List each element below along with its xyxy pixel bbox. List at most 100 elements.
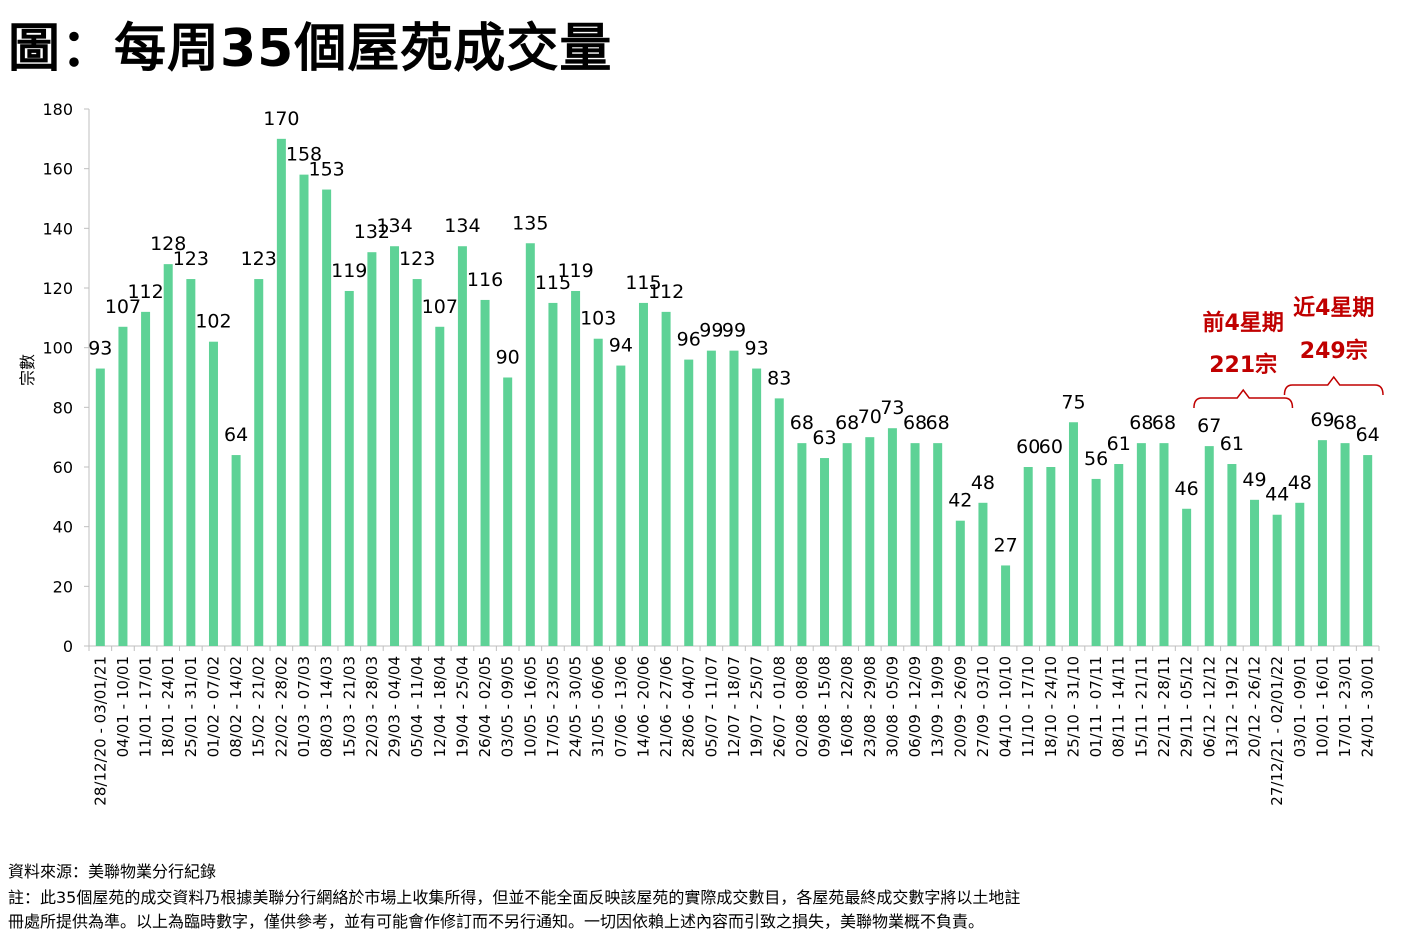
x-tick-label: 05/04 - 11/04 xyxy=(408,656,426,757)
bar xyxy=(118,326,128,646)
data-label: 68 xyxy=(1333,412,1357,434)
data-label: 112 xyxy=(127,281,163,303)
bar xyxy=(1068,422,1078,646)
data-label: 68 xyxy=(903,412,927,434)
data-label: 170 xyxy=(263,108,299,130)
data-label: 75 xyxy=(1061,391,1085,413)
bar xyxy=(435,326,445,646)
x-tick-label: 08/11 - 14/11 xyxy=(1110,656,1128,757)
bar xyxy=(367,252,377,646)
bars xyxy=(95,138,1373,647)
annotation-period-label: 近4星期 xyxy=(1293,295,1374,321)
y-tick-label: 100 xyxy=(42,339,73,358)
x-tick-label: 12/04 - 18/04 xyxy=(431,656,449,757)
x-tick-label: 21/06 - 27/06 xyxy=(657,656,675,757)
x-tick-label: 03/05 - 09/05 xyxy=(499,656,517,757)
x-tick-label: 04/10 - 10/10 xyxy=(997,656,1015,757)
data-label: 44 xyxy=(1265,484,1289,506)
y-tick-label: 80 xyxy=(53,398,73,417)
bar xyxy=(955,520,965,646)
bar xyxy=(820,458,830,646)
x-tick-label: 04/01 - 10/01 xyxy=(114,656,132,757)
x-tick-label: 01/11 - 07/11 xyxy=(1087,656,1105,757)
bar xyxy=(186,279,196,646)
annotation-brace xyxy=(1193,388,1294,409)
x-tick-label: 08/02 - 14/02 xyxy=(227,656,245,757)
bar xyxy=(887,428,897,646)
x-tick-label: 18/10 - 24/10 xyxy=(1042,656,1060,757)
y-tick-label: 0 xyxy=(63,637,73,656)
x-tick-label: 08/03 - 14/03 xyxy=(318,656,336,757)
bar xyxy=(548,302,558,646)
x-tick-label: 11/01 - 17/01 xyxy=(137,656,155,757)
x-tick-label: 20/09 - 26/09 xyxy=(951,656,969,757)
x-tick-label: 13/12 - 19/12 xyxy=(1223,656,1241,757)
bar xyxy=(412,279,422,646)
bar xyxy=(503,377,513,646)
data-label: 68 xyxy=(926,412,950,434)
data-label: 49 xyxy=(1242,469,1266,491)
data-label: 99 xyxy=(699,320,723,342)
data-label: 56 xyxy=(1084,448,1108,470)
bar xyxy=(865,437,875,646)
x-tick-label: 06/09 - 12/09 xyxy=(906,656,924,757)
x-tick-label: 25/01 - 31/01 xyxy=(182,656,200,757)
x-tick-labels: 28/12/20 - 03/01/21 04/01 - 10/01 11/01 - … xyxy=(91,656,1376,806)
data-label: 68 xyxy=(1152,412,1176,434)
bar xyxy=(638,302,648,646)
bar xyxy=(842,443,852,646)
x-tick-label: 15/11 - 21/11 xyxy=(1132,656,1150,757)
x-tick-label: 07/06 - 13/06 xyxy=(612,656,630,757)
data-label: 116 xyxy=(467,269,503,291)
x-tick-label: 19/04 - 25/04 xyxy=(453,656,471,757)
x-tick-label: 22/02 - 28/02 xyxy=(272,656,290,757)
data-label: 83 xyxy=(767,367,791,389)
bar xyxy=(978,502,988,646)
data-label: 119 xyxy=(331,260,367,282)
bar xyxy=(231,455,241,646)
x-tick-label: 17/05 - 23/05 xyxy=(544,656,562,757)
x-tick-label: 24/01 - 30/01 xyxy=(1359,656,1377,757)
x-tick-label: 01/02 - 07/02 xyxy=(204,656,222,757)
bar xyxy=(1272,514,1282,646)
data-label: 112 xyxy=(648,281,684,303)
x-tick-label: 18/01 - 24/01 xyxy=(159,656,177,757)
data-label: 132 xyxy=(354,221,390,243)
data-label: 69 xyxy=(1310,409,1334,431)
data-label: 115 xyxy=(535,272,571,294)
data-label: 68 xyxy=(1129,412,1153,434)
bar xyxy=(299,174,309,646)
data-label: 42 xyxy=(948,490,972,512)
bar xyxy=(1114,464,1124,646)
data-label: 135 xyxy=(512,212,548,234)
data-label: 158 xyxy=(286,144,322,166)
bar xyxy=(276,138,286,647)
bar xyxy=(1136,443,1146,646)
bar xyxy=(141,311,151,646)
x-tick-label: 20/12 - 26/12 xyxy=(1246,656,1264,757)
bar xyxy=(1295,502,1305,646)
x-tick-label: 30/08 - 05/09 xyxy=(883,656,901,757)
y-tick-label: 180 xyxy=(42,100,73,119)
data-label: 107 xyxy=(105,296,141,318)
bar xyxy=(322,189,332,647)
x-tick-label: 15/02 - 21/02 xyxy=(250,656,268,757)
bar xyxy=(1317,440,1327,646)
data-label: 27 xyxy=(993,534,1017,556)
x-tick-label: 05/07 - 11/07 xyxy=(702,656,720,757)
data-label: 119 xyxy=(557,260,593,282)
data-label: 67 xyxy=(1197,415,1221,437)
data-label: 63 xyxy=(812,427,836,449)
disclaimer-line-2: 冊處所提供為準。以上為臨時數字，僅供參考，並有可能會作修訂而不另行通知。一切因依… xyxy=(8,912,985,931)
bar xyxy=(1182,508,1192,646)
bar xyxy=(390,246,400,646)
x-tick-label: 29/03 - 04/04 xyxy=(386,656,404,757)
data-label: 93 xyxy=(88,338,112,360)
x-tick-label: 10/05 - 16/05 xyxy=(521,656,539,757)
y-tick-label: 40 xyxy=(53,518,73,537)
x-tick-label: 28/12/20 - 03/01/21 xyxy=(91,656,109,806)
x-tick-label: 19/07 - 25/07 xyxy=(748,656,766,757)
bar xyxy=(1091,478,1101,646)
bar xyxy=(1340,443,1350,646)
